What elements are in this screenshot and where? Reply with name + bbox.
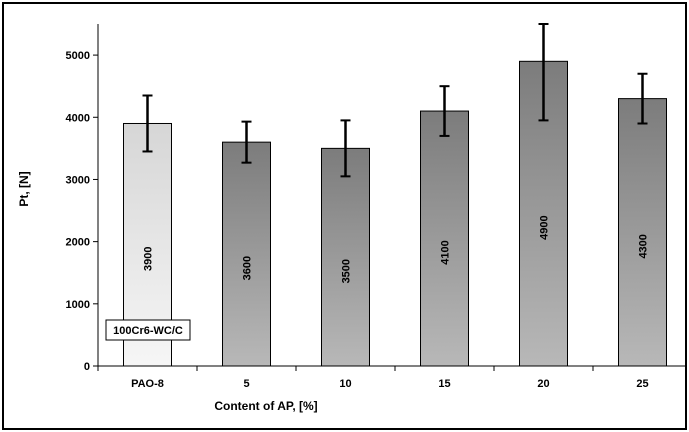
x-tick-label: 10	[339, 378, 351, 390]
plot-area: 0 1000 2000 3000 4000 5000 3900 PAO-8 3600 5 3500 1…	[66, 23, 685, 390]
y-tick-label: 4000	[66, 112, 90, 124]
y-tick-label: 1000	[66, 299, 90, 311]
bar-chart: 0 1000 2000 3000 4000 5000 3900 PAO-8 3600 5 3500 1…	[17, 23, 685, 413]
bar	[420, 110, 469, 367]
legend-label: 100Cr6-WC/C	[113, 325, 183, 337]
legend-box	[105, 319, 191, 341]
y-axis-label: Pt, [N]	[17, 171, 31, 206]
bar	[618, 98, 667, 367]
x-tick-label: 15	[438, 378, 450, 390]
data-label: 4900	[539, 215, 551, 239]
data-label: 3900	[143, 247, 155, 271]
y-tick-label: 2000	[66, 237, 90, 249]
data-label: 3500	[341, 259, 353, 283]
y-tick-label: 3000	[66, 174, 90, 186]
bar	[222, 141, 271, 367]
x-tick-label: 5	[243, 378, 249, 390]
x-tick-label: PAO-8	[131, 378, 164, 390]
x-tick-label: 20	[537, 378, 549, 390]
y-tick-label: 5000	[66, 50, 90, 62]
x-axis-label: Content of AP, [%]	[214, 399, 317, 413]
data-label: 4300	[638, 234, 650, 258]
plot-background	[98, 24, 685, 366]
bar	[321, 147, 370, 367]
x-tick-label: 25	[636, 378, 648, 390]
data-label: 3600	[242, 256, 254, 280]
y-tick-label: 0	[84, 361, 90, 373]
data-label: 4100	[440, 240, 452, 264]
